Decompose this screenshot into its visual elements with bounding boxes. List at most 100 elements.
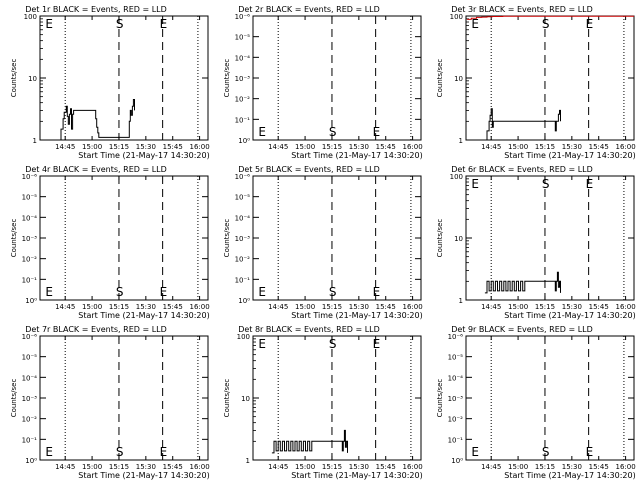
y-axis-label: Counts/sec xyxy=(10,379,18,418)
x-axis-label: Start Time (21-May-17 14:30:20) xyxy=(78,311,209,320)
x-tick-label: 15:30 xyxy=(349,463,369,471)
marker-e: E xyxy=(586,17,594,31)
y-tick-label: 1 xyxy=(33,137,37,145)
panel-8: Det 8r BLACK = Events, RED = LLD 14:45 15:… xyxy=(223,325,423,480)
marker-s: S xyxy=(542,177,550,191)
x-tick-label: 16:00 xyxy=(403,463,423,471)
y-tick-label: 10⁻¹ xyxy=(235,276,251,284)
marker-e: E xyxy=(45,445,53,459)
x-tick-label: 14:45 xyxy=(55,463,75,471)
y-tick-label: 10⁻² xyxy=(235,96,251,104)
x-tick-label: 15:30 xyxy=(136,463,156,471)
marker-s: S xyxy=(116,285,124,299)
y-tick-label: 10⁻³ xyxy=(448,395,464,403)
x-tick-label: 15:00 xyxy=(82,463,102,471)
y-tick-label: 10⁻⁶ xyxy=(448,333,464,341)
y-tick-label: 10⁻⁴ xyxy=(22,374,38,382)
y-tick-label: 10⁻³ xyxy=(235,235,251,243)
x-tick-label: 14:45 xyxy=(268,303,288,311)
x-tick-label: 15:45 xyxy=(376,143,396,151)
y-tick-label: 10 xyxy=(28,75,37,83)
panel-5: Det 5r BLACK = Events, RED = LLD 14:45 15:… xyxy=(223,165,423,320)
series-line xyxy=(58,99,135,141)
marker-s: S xyxy=(116,445,124,459)
x-tick-label: 15:45 xyxy=(589,463,609,471)
x-axis-label: Start Time (21-May-17 14:30:20) xyxy=(504,471,635,480)
x-tick-label: 15:15 xyxy=(109,303,129,311)
marker-e: E xyxy=(471,17,479,31)
y-tick-label: 10⁻¹ xyxy=(22,436,38,444)
y-tick-label: 10⁻⁵ xyxy=(448,354,464,362)
marker-e: E xyxy=(160,17,168,31)
x-tick-label: 14:45 xyxy=(481,463,501,471)
panel-title: Det 7r BLACK = Events, RED = LLD xyxy=(25,325,167,334)
y-tick-label: 10⁻⁴ xyxy=(448,374,464,382)
y-tick-label: 10⁻⁵ xyxy=(235,34,251,42)
y-tick-label: 10⁻⁴ xyxy=(22,214,38,222)
marker-e: E xyxy=(160,285,168,299)
x-tick-label: 16:00 xyxy=(616,463,636,471)
y-tick-label: 10⁻⁵ xyxy=(22,354,38,362)
x-tick-label: 15:30 xyxy=(349,143,369,151)
marker-e: E xyxy=(373,337,381,351)
x-tick-label: 15:15 xyxy=(322,463,342,471)
x-tick-label: 15:30 xyxy=(136,143,156,151)
x-axis-label: Start Time (21-May-17 14:30:20) xyxy=(504,151,635,160)
x-tick-label: 16:00 xyxy=(403,143,423,151)
panel-title: Det 4r BLACK = Events, RED = LLD xyxy=(25,165,167,174)
marker-e: E xyxy=(160,445,168,459)
panel-2: Det 2r BLACK = Events, RED = LLD 14:45 15:… xyxy=(223,5,423,160)
y-tick-label: 10⁰ xyxy=(238,137,250,145)
x-tick-label: 15:15 xyxy=(109,463,129,471)
y-tick-label: 10⁻¹ xyxy=(235,116,251,124)
panel-1: Det 1r BLACK = Events, RED = LLD 14:45 15:… xyxy=(10,5,210,160)
y-axis-label: Counts/sec xyxy=(223,379,231,418)
x-tick-label: 15:15 xyxy=(535,143,555,151)
x-tick-label: 15:00 xyxy=(82,303,102,311)
y-tick-label: 10⁻² xyxy=(235,256,251,264)
panel-title: Det 8r BLACK = Events, RED = LLD xyxy=(238,325,380,334)
x-tick-label: 15:00 xyxy=(508,143,528,151)
x-tick-label: 15:30 xyxy=(562,463,582,471)
y-tick-label: 1 xyxy=(459,297,463,305)
panel-title: Det 1r BLACK = Events, RED = LLD xyxy=(25,5,167,14)
y-tick-label: 10⁻³ xyxy=(235,75,251,83)
x-tick-label: 16:00 xyxy=(190,143,210,151)
x-tick-label: 15:00 xyxy=(295,143,315,151)
x-tick-label: 14:45 xyxy=(55,303,75,311)
y-axis-label: Counts/sec xyxy=(10,59,18,98)
y-tick-label: 100 xyxy=(450,173,463,181)
x-tick-label: 15:30 xyxy=(136,303,156,311)
x-axis-label: Start Time (21-May-17 14:30:20) xyxy=(78,151,209,160)
series-line xyxy=(271,429,348,454)
x-tick-label: 15:30 xyxy=(562,303,582,311)
panel-4: Det 4r BLACK = Events, RED = LLD 14:45 15:… xyxy=(10,165,210,320)
panel-3: Det 3r BLACK = Events, RED = LLD 14:45 15:… xyxy=(436,5,636,160)
y-tick-label: 10⁰ xyxy=(238,297,250,305)
y-tick-label: 10⁻⁶ xyxy=(235,173,251,181)
x-tick-label: 14:45 xyxy=(268,463,288,471)
x-tick-label: 15:45 xyxy=(163,143,183,151)
marker-e: E xyxy=(373,285,381,299)
marker-e: E xyxy=(45,17,53,31)
x-tick-label: 15:45 xyxy=(163,303,183,311)
x-tick-label: 15:45 xyxy=(589,303,609,311)
y-axis-label: Counts/sec xyxy=(436,219,444,258)
marker-e: E xyxy=(258,337,266,351)
marker-e: E xyxy=(373,125,381,139)
y-tick-label: 10⁻¹ xyxy=(22,276,38,284)
y-tick-label: 10⁰ xyxy=(451,457,463,465)
y-tick-label: 100 xyxy=(450,13,463,21)
y-tick-label: 100 xyxy=(24,13,37,21)
panel-title: Det 6r BLACK = Events, RED = LLD xyxy=(451,165,593,174)
x-tick-label: 15:30 xyxy=(562,143,582,151)
y-tick-label: 10⁻⁵ xyxy=(235,194,251,202)
x-tick-label: 16:00 xyxy=(616,303,636,311)
x-tick-label: 15:00 xyxy=(295,463,315,471)
y-axis-label: Counts/sec xyxy=(10,219,18,258)
marker-s: S xyxy=(116,17,124,31)
panel-6: Det 6r BLACK = Events, RED = LLD 14:45 15:… xyxy=(436,165,636,320)
x-axis-label: Start Time (21-May-17 14:30:20) xyxy=(291,311,422,320)
